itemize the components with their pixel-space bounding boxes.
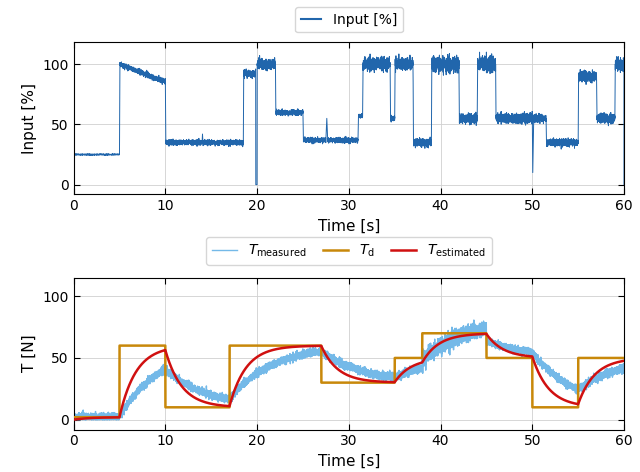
- $T_{\mathrm{measured}}$: [404, 371, 412, 377]
- $T_{\mathrm{estimated}}$: [620, 358, 628, 363]
- $T_{\mathrm{d}}$: [351, 380, 359, 386]
- Line: $T_{\mathrm{estimated}}$: $T_{\mathrm{estimated}}$: [74, 334, 624, 420]
- $T_{\mathrm{measured}}$: [99, 414, 106, 420]
- $T_{\mathrm{measured}}$: [470, 317, 477, 323]
- $T_{\mathrm{d}}$: [212, 405, 220, 410]
- $T_{\mathrm{measured}}$: [212, 393, 220, 398]
- $T_{\mathrm{estimated}}$: [360, 377, 367, 383]
- $T_{\mathrm{d}}$: [70, 414, 77, 420]
- $T_{\mathrm{measured}}$: [70, 413, 77, 419]
- Line: $T_{\mathrm{d}}$: $T_{\mathrm{d}}$: [74, 333, 624, 417]
- $T_{\mathrm{measured}}$: [360, 367, 367, 373]
- X-axis label: Time [s]: Time [s]: [317, 454, 380, 469]
- $T_{\mathrm{d}}$: [99, 414, 106, 420]
- Legend: Input [%]: Input [%]: [295, 8, 403, 33]
- Legend: $T_{\mathrm{measured}}$, $T_{\mathrm{d}}$, $T_{\mathrm{estimated}}$: $T_{\mathrm{measured}}$, $T_{\mathrm{d}}…: [206, 237, 492, 265]
- $T_{\mathrm{estimated}}$: [404, 366, 412, 371]
- $T_{\mathrm{measured}}$: [152, 373, 159, 379]
- $T_{\mathrm{measured}}$: [620, 367, 628, 373]
- $T_{\mathrm{estimated}}$: [99, 415, 106, 421]
- $T_{\mathrm{estimated}}$: [483, 331, 490, 337]
- $T_{\mathrm{d}}$: [152, 343, 159, 348]
- $T_{\mathrm{d}}$: [360, 380, 367, 386]
- $T_{\mathrm{d}}$: [419, 330, 426, 336]
- Y-axis label: T [N]: T [N]: [22, 335, 37, 372]
- $T_{\mathrm{estimated}}$: [70, 417, 77, 422]
- Line: $T_{\mathrm{measured}}$: $T_{\mathrm{measured}}$: [74, 320, 624, 420]
- X-axis label: Time [s]: Time [s]: [317, 219, 380, 234]
- $T_{\mathrm{estimated}}$: [351, 375, 359, 381]
- $T_{\mathrm{estimated}}$: [152, 351, 159, 357]
- $T_{\mathrm{measured}}$: [70, 417, 78, 422]
- Y-axis label: Input [%]: Input [%]: [22, 83, 37, 154]
- $T_{\mathrm{estimated}}$: [212, 402, 220, 407]
- $T_{\mathrm{d}}$: [620, 355, 628, 361]
- $T_{\mathrm{measured}}$: [351, 365, 359, 371]
- $T_{\mathrm{d}}$: [404, 355, 412, 361]
